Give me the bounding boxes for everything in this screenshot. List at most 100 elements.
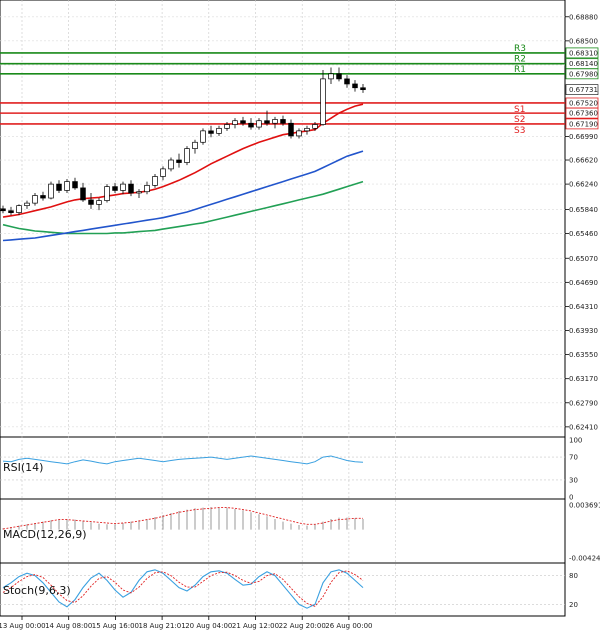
pivot-label-s3: S3 (514, 126, 525, 136)
rsi-tick-label: 70 (569, 454, 578, 462)
candle-body (352, 83, 358, 89)
price-tick-label: 0.67731 (569, 86, 598, 94)
candle-body (224, 124, 230, 129)
candle-body (120, 183, 126, 191)
macd-tick-label: 0.003691 (569, 502, 600, 510)
pivot-label-r3: R3 (514, 44, 526, 54)
rsi-tick-label: 30 (569, 476, 578, 484)
time-tick-label: 26 Aug 00:00 (325, 622, 372, 630)
rsi-tick-label: 100 (569, 437, 582, 445)
candle-body (320, 78, 326, 125)
candle-body (248, 122, 254, 128)
current-price-box (565, 84, 599, 95)
rsi-line (2, 455, 364, 465)
stoch-label: Stoch(9,6,3) (3, 584, 71, 597)
pivot-value-s1: 0.67520 (569, 99, 598, 107)
candle-body (40, 195, 46, 199)
candle-body (152, 176, 158, 186)
price-tick-label: 0.63170 (569, 375, 598, 383)
macd-signal-line (2, 507, 363, 530)
stoch-tick-label: 20 (569, 601, 578, 609)
time-tick-label: 21 Aug 12:00 (232, 622, 279, 630)
candle-body (80, 187, 86, 201)
candle-body (288, 122, 294, 137)
candle-body (168, 159, 174, 170)
rsi-label: RSI(14) (3, 461, 43, 474)
time-tick-label: 20 Aug 04:00 (185, 622, 232, 630)
candle-body (312, 124, 318, 129)
price-tick-label: 0.68500 (569, 37, 598, 45)
candle-body (112, 186, 118, 191)
stoch-tick-label: 80 (569, 572, 578, 580)
price-tick-label: 0.66240 (569, 181, 598, 189)
grid (0, 0, 565, 616)
pivot-value-box (565, 118, 599, 130)
candle-body (128, 183, 134, 194)
candle-body (56, 183, 62, 191)
candle-body (192, 141, 198, 149)
candle-body (272, 119, 278, 124)
macd-label: MACD(12,26,9) (3, 528, 87, 541)
pivot-label-s2: S2 (514, 115, 525, 125)
time-tick-label: 18 Aug 21:01 (138, 622, 185, 630)
candle-body (0, 208, 6, 212)
candle-body (160, 168, 166, 177)
candle-body (64, 181, 70, 191)
price-tick-label: 0.65070 (569, 255, 598, 263)
candle-body (200, 130, 206, 143)
macd-tick-label: -0.004246 (569, 555, 600, 563)
rsi-tick-label: 0 (569, 494, 573, 502)
candle-body (32, 195, 38, 204)
price-tick-label: 0.68880 (569, 13, 598, 21)
candle-body (176, 159, 182, 163)
candle-body (72, 181, 78, 189)
pivot-label-s1: S1 (514, 105, 525, 115)
price-tick-label: 0.66990 (569, 133, 598, 141)
price-tick-label: 0.64310 (569, 303, 598, 311)
candle-body (240, 120, 246, 124)
price-tick-label: 0.62410 (569, 423, 598, 431)
candle-body (208, 130, 214, 134)
stoch-signal-line (2, 570, 364, 607)
candle-body (136, 191, 142, 194)
pivot-value-r3: 0.68310 (569, 49, 598, 57)
candle-body (48, 183, 54, 199)
pivot-value-box (565, 47, 599, 59)
candle-body (96, 200, 102, 205)
time-tick-label: 14 Aug 08:00 (45, 622, 92, 630)
stoch-panel (0, 562, 566, 617)
price-tick-label: 0.65460 (569, 230, 598, 238)
pivot-label-r1: R1 (514, 65, 526, 75)
candle-body (8, 210, 14, 213)
candle-body (360, 87, 366, 91)
pivot-value-r2: 0.68140 (569, 60, 598, 68)
pivot-label-r2: R2 (514, 55, 526, 65)
candle-body (344, 78, 350, 85)
candle-body (144, 185, 150, 193)
price-tick-label: 0.64690 (569, 279, 598, 287)
price-tick-label: 0.63550 (569, 351, 598, 359)
macd-panel (0, 498, 566, 564)
price-tick-label: 0.65840 (569, 206, 598, 214)
axis-labels: 0.688800.685000.681200.677310.669900.666… (0, 13, 600, 630)
candle-body (24, 202, 30, 207)
main-panel (0, 0, 566, 438)
candle-body (336, 73, 342, 80)
time-tick-label: 22 Aug 20:00 (279, 622, 326, 630)
candle-body (264, 120, 270, 124)
candle-body (104, 186, 110, 201)
price-tick-label: 0.63930 (569, 327, 598, 335)
candle-body (280, 119, 286, 124)
time-tick-label: 13 Aug 00:00 (0, 622, 46, 630)
ma-fast-line (2, 103, 364, 218)
price-tick-label: 0.66620 (569, 157, 598, 165)
candle-body (328, 73, 334, 80)
pivot-value-s3: 0.67190 (569, 120, 598, 128)
time-tick-label: 15 Aug 16:00 (92, 622, 139, 630)
candle-body (256, 120, 262, 128)
candle-body (88, 199, 94, 205)
candle-body (232, 120, 238, 125)
pivot-value-box (565, 107, 599, 119)
